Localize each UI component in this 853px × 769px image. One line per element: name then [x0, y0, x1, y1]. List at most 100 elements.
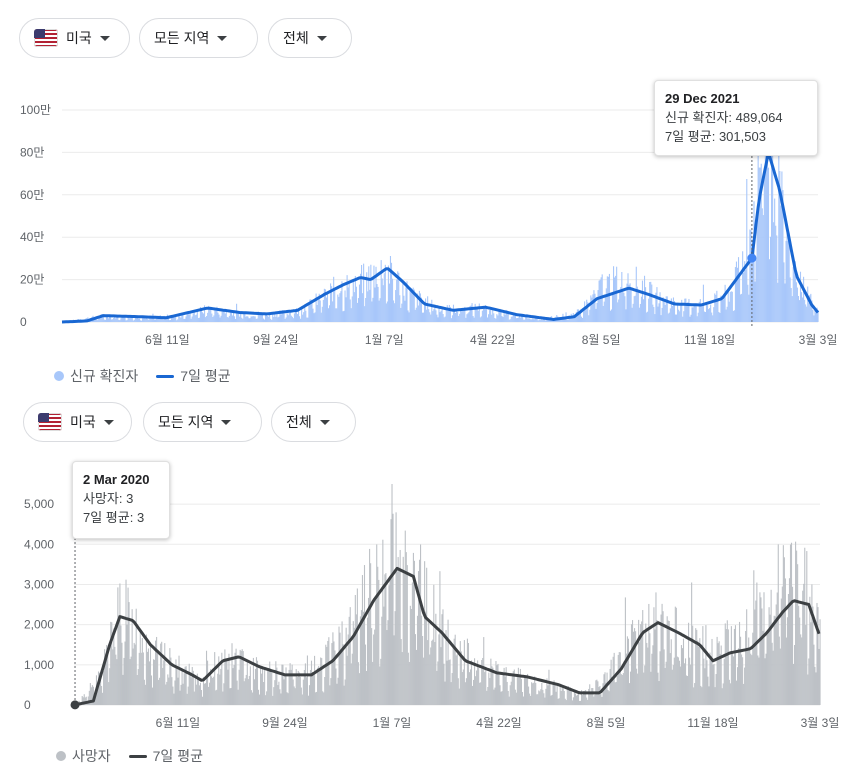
- bar: [85, 696, 87, 705]
- bar: [235, 648, 237, 705]
- period-filter[interactable]: 전체: [271, 402, 356, 442]
- bar: [780, 598, 782, 705]
- bar: [340, 651, 342, 705]
- bar: [514, 313, 516, 322]
- average-line: [74, 566, 821, 707]
- bar: [755, 600, 757, 705]
- bar: [473, 317, 475, 322]
- bar: [767, 632, 769, 705]
- legend-item-average[interactable]: 7일 평균: [128, 746, 203, 766]
- bar: [394, 611, 396, 705]
- legend-item-cases[interactable]: 신규 확진자: [54, 366, 138, 386]
- bar: [729, 683, 731, 705]
- bar: [191, 316, 193, 322]
- bar: [442, 609, 444, 705]
- legend-item-deaths[interactable]: 사망자: [56, 746, 111, 766]
- bar: [327, 640, 329, 705]
- bar: [338, 626, 340, 705]
- region-filter[interactable]: 모든 지역: [143, 402, 262, 442]
- bar: [317, 667, 319, 705]
- bar: [255, 657, 258, 705]
- legend-item-average[interactable]: 7일 평균: [156, 366, 231, 386]
- tooltip-deaths: 사망자: 3: [83, 491, 134, 506]
- bar: [730, 291, 732, 322]
- bar: [497, 663, 499, 705]
- bar: [801, 637, 803, 705]
- bar: [359, 616, 361, 705]
- bar: [795, 541, 797, 705]
- bar: [475, 676, 477, 705]
- bar: [290, 669, 292, 705]
- bar: [315, 293, 317, 322]
- bar: [568, 689, 570, 705]
- bar: [106, 317, 109, 322]
- bar: [457, 311, 459, 322]
- bar: [529, 318, 531, 322]
- bar: [290, 315, 292, 322]
- bar: [730, 626, 732, 705]
- bar: [387, 620, 389, 705]
- bar: [106, 644, 108, 705]
- bar: [337, 294, 339, 322]
- bar: [205, 317, 207, 322]
- bar: [503, 312, 505, 322]
- bar: [216, 306, 218, 322]
- bar: [130, 656, 132, 705]
- bar: [395, 512, 397, 705]
- bar: [227, 317, 229, 322]
- bar: [817, 607, 819, 705]
- bar: [357, 662, 359, 705]
- bar: [150, 675, 153, 705]
- bar: [143, 317, 145, 322]
- bar: [212, 317, 214, 322]
- bar: [746, 178, 748, 322]
- country-filter[interactable]: 미국: [19, 18, 130, 58]
- bar: [797, 564, 799, 705]
- bar: [693, 305, 695, 322]
- bar: [142, 652, 144, 705]
- bar: [320, 657, 322, 705]
- bar: [512, 671, 514, 705]
- bar: [111, 622, 113, 705]
- bar: [571, 700, 573, 705]
- bar: [218, 656, 220, 705]
- bar: [443, 663, 445, 705]
- bar: [117, 315, 119, 322]
- bar: [119, 583, 121, 705]
- bar: [493, 313, 495, 322]
- bar: [641, 280, 644, 322]
- bar: [162, 667, 164, 705]
- bar: [411, 290, 413, 322]
- bar: [254, 316, 256, 322]
- bar: [354, 595, 356, 705]
- bar: [427, 640, 429, 705]
- bar: [226, 660, 228, 705]
- bar: [477, 310, 479, 322]
- region-filter[interactable]: 모든 지역: [139, 18, 258, 58]
- bar: [611, 677, 613, 705]
- bar: [595, 308, 597, 322]
- bar: [650, 671, 652, 705]
- bar: [752, 632, 754, 705]
- bar: [487, 317, 489, 322]
- bar: [378, 300, 380, 322]
- bar: [437, 661, 439, 705]
- bar: [332, 301, 334, 322]
- bar: [367, 291, 369, 322]
- x-tick-label: 1월 7일: [365, 333, 404, 347]
- bar: [412, 287, 414, 322]
- cases-chart[interactable]: 0 20만 40만 60만 80만 100만 6월 11일 9월 24일 1월 7일 4월 22일…: [0, 0, 853, 360]
- bar: [808, 658, 810, 705]
- country-filter[interactable]: 미국: [23, 402, 132, 442]
- bar: [564, 698, 566, 705]
- bar: [616, 266, 618, 322]
- bar: [458, 315, 460, 322]
- deaths-chart[interactable]: 0 1,000 2,000 3,000 4,000 5,000 6월 11일 9월 24일 1월…: [0, 395, 853, 735]
- bar: [433, 584, 435, 705]
- bar: [593, 696, 595, 705]
- bar: [116, 315, 118, 322]
- bar: [169, 320, 172, 322]
- period-filter[interactable]: 전체: [268, 18, 352, 58]
- bar: [414, 634, 417, 705]
- bar: [782, 545, 784, 705]
